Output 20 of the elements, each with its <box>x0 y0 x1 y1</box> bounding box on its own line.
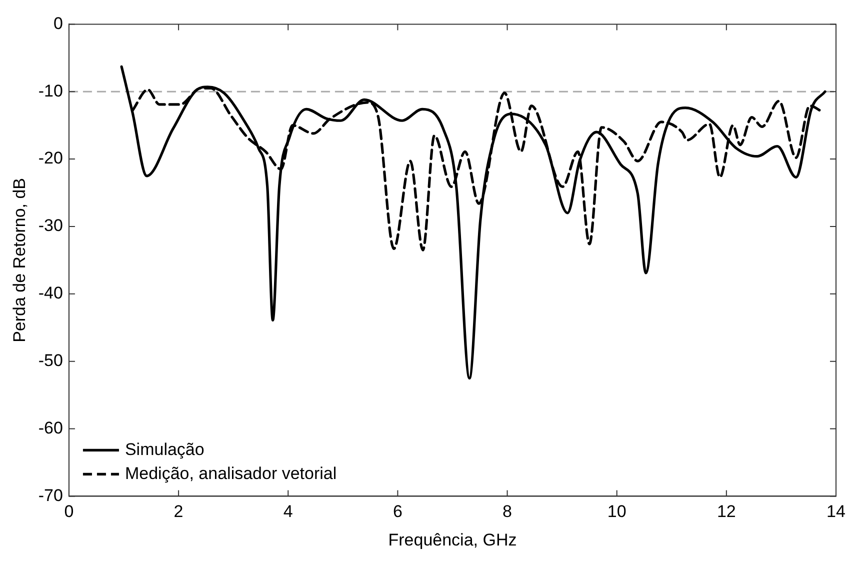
y-tick-label: -30 <box>38 216 63 236</box>
x-tick-label: 10 <box>607 502 626 522</box>
y-tick-label: 0 <box>54 14 63 33</box>
x-tick-label: 6 <box>392 502 402 522</box>
x-tick-label: 4 <box>283 502 293 522</box>
y-tick-label: -50 <box>38 351 63 370</box>
y-tick-label: -20 <box>38 148 63 168</box>
x-tick-label: 8 <box>502 502 512 522</box>
y-tick-label: -40 <box>38 284 63 303</box>
y-tick-label: -10 <box>38 81 63 100</box>
line-series <box>120 65 826 380</box>
x-tick-label: 14 <box>826 502 846 522</box>
x-axis-title: Frequência, GHz <box>388 530 517 550</box>
x-tick-label: 2 <box>174 502 184 522</box>
y-tick-label: -60 <box>38 418 63 438</box>
y-axis-title: Perda de Retorno, dB <box>10 178 29 342</box>
y-tick-label: -70 <box>38 486 63 505</box>
legend-label: Simulação <box>124 440 204 459</box>
legend-label: Medição, analisador vetorial <box>124 464 337 483</box>
x-tick-label: 12 <box>716 502 736 522</box>
